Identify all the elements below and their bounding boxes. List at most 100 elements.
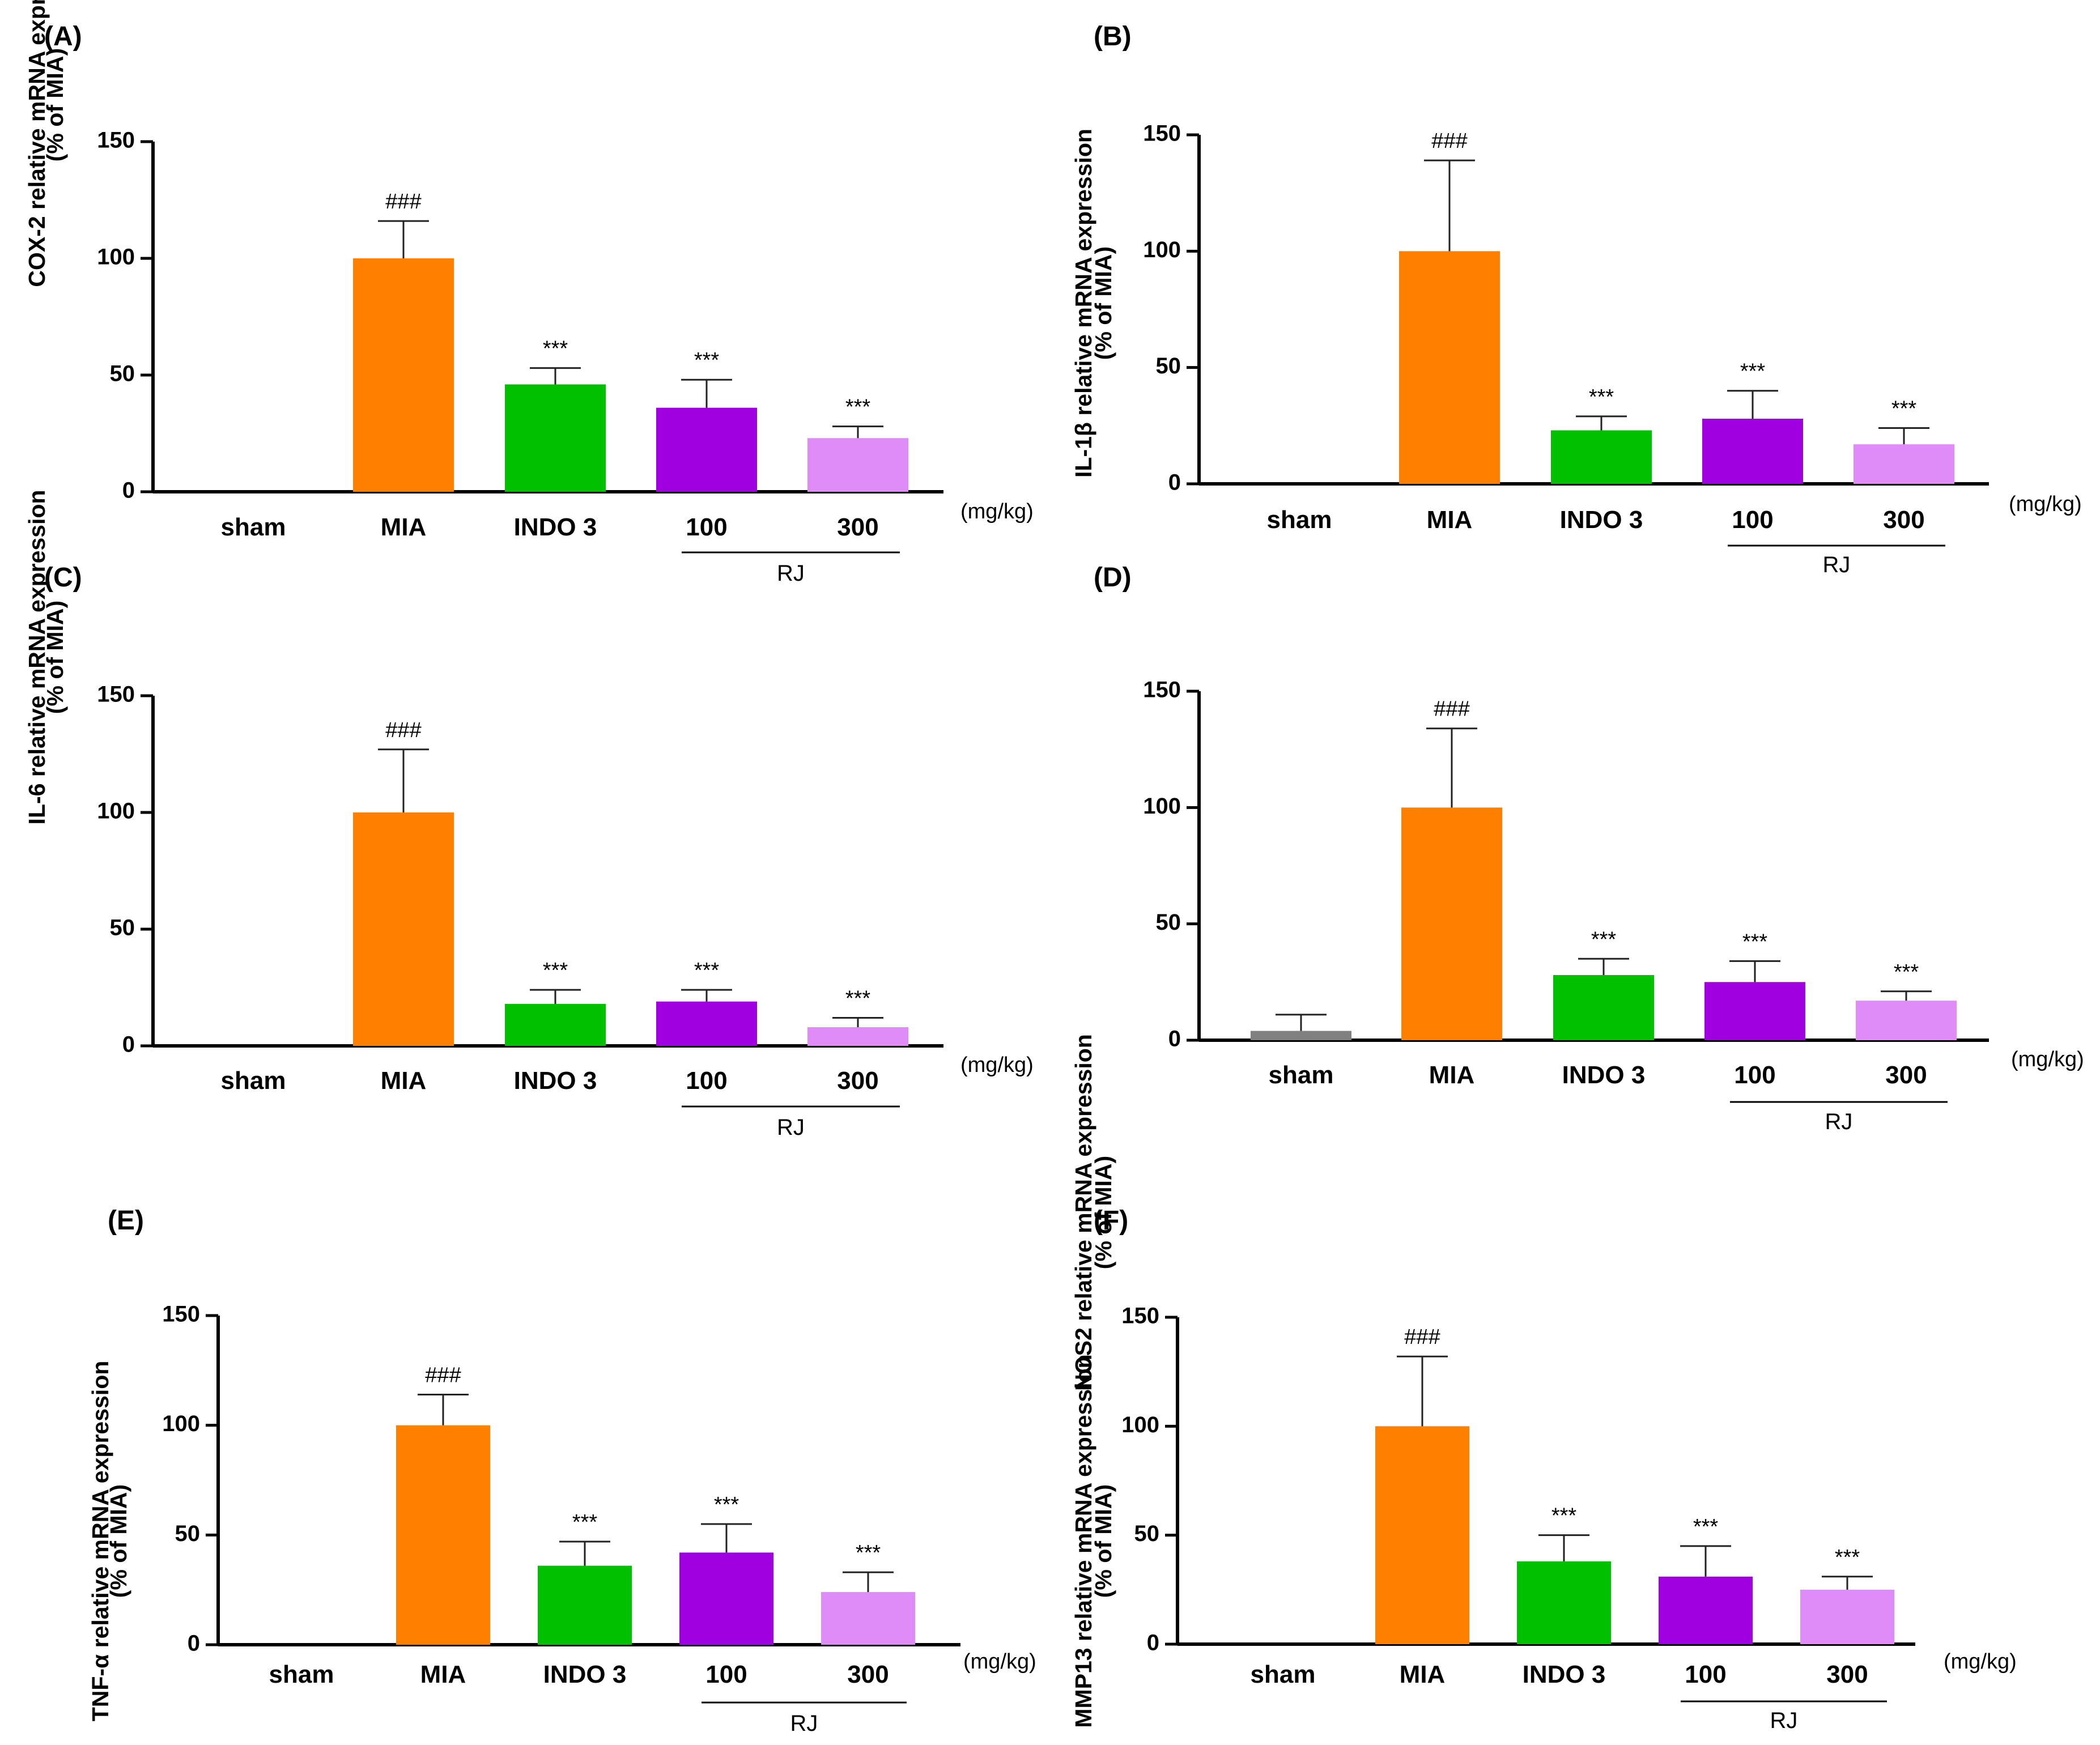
significance-label: ***	[694, 348, 720, 372]
x-tick-label: MIA	[381, 513, 427, 541]
panel-letter: (A)	[44, 22, 82, 52]
unit-label: (mg/kg)	[960, 500, 1034, 524]
y-axis-label-units: (% of MIA)	[42, 48, 68, 161]
y-tick-label: 0	[188, 1631, 200, 1656]
bar-mia	[1375, 1426, 1469, 1644]
y-tick-label: 100	[97, 799, 135, 824]
y-tick-label: 150	[1143, 121, 1181, 146]
bar-100	[679, 1552, 773, 1645]
x-tick-label: MIA	[1400, 1661, 1446, 1688]
significance-label: ***	[1742, 930, 1768, 954]
significance-label: ***	[1693, 1515, 1719, 1539]
y-axis-label-units: (% of MIA)	[1090, 246, 1116, 360]
bar-300	[807, 1027, 908, 1046]
panel-f: (F) MMP13 relative mRNA expression(% of M…	[1070, 1206, 2017, 1733]
x-tick-label: MIA	[381, 1067, 427, 1095]
y-axis-label: TNF-α relative mRNA expression	[87, 1361, 113, 1722]
group-label: RJ	[777, 561, 805, 586]
x-tick-label: INDO 3	[1560, 506, 1643, 534]
group-label: RJ	[1825, 1109, 1853, 1134]
bar-indo-3	[505, 384, 606, 492]
significance-label: ###	[385, 718, 421, 742]
bar-indo-3	[1517, 1561, 1611, 1644]
y-tick-label: 150	[1143, 678, 1181, 703]
x-tick-label: sham	[1269, 1061, 1334, 1089]
significance-label: ***	[845, 987, 871, 1011]
panel-letter: (D)	[1094, 563, 1132, 593]
y-tick-label: 50	[110, 916, 135, 940]
y-tick-label: 0	[1168, 470, 1181, 495]
significance-label: ***	[1894, 960, 1919, 984]
y-axis-label-units: (% of MIA)	[1090, 1156, 1116, 1269]
x-tick-label: INDO 3	[1562, 1061, 1646, 1089]
panel-letter: (B)	[1094, 22, 1132, 52]
group-label: RJ	[1770, 1708, 1798, 1733]
significance-label: ###	[1404, 1325, 1440, 1349]
bar-indo-3	[1553, 975, 1654, 1040]
x-tick-label: 100	[686, 513, 727, 541]
significance-label: ***	[714, 1493, 739, 1517]
bar-300	[1800, 1589, 1894, 1644]
y-tick-label: 150	[97, 128, 135, 153]
panel-letter: (F)	[1094, 1206, 1128, 1236]
significance-label: ###	[425, 1363, 461, 1387]
y-tick-label: 0	[1147, 1631, 1159, 1655]
unit-label: (mg/kg)	[960, 1053, 1034, 1077]
x-tick-label: 300	[847, 1661, 889, 1688]
y-tick-label: 150	[162, 1302, 200, 1327]
x-tick-label: sham	[221, 513, 286, 541]
significance-label: ***	[1740, 360, 1766, 384]
y-axis-label: COX-2 relative mRNA expression	[24, 0, 50, 287]
significance-label: ***	[694, 959, 720, 982]
unit-label: (mg/kg)	[963, 1650, 1036, 1674]
x-tick-label: sham	[221, 1067, 286, 1095]
bar-100	[656, 407, 757, 492]
bar-mia	[353, 812, 454, 1046]
significance-label: ***	[1835, 1546, 1860, 1569]
x-tick-label: 300	[1826, 1661, 1868, 1688]
x-tick-label: INDO 3	[514, 513, 597, 541]
y-tick-label: 150	[1121, 1304, 1159, 1329]
bar-mia	[353, 258, 454, 492]
x-tick-label: 100	[1685, 1661, 1726, 1688]
x-tick-label: MIA	[420, 1661, 466, 1688]
panel-e: (E) TNF-α relative mRNA expression(% of M…	[87, 1206, 1036, 1736]
y-tick-label: 100	[1121, 1412, 1159, 1437]
x-tick-label: INDO 3	[1523, 1661, 1606, 1688]
x-tick-label: INDO 3	[543, 1661, 627, 1688]
bar-mia	[1399, 251, 1500, 484]
y-tick-label: 100	[162, 1411, 200, 1436]
bar-100	[1704, 982, 1805, 1040]
bar-100	[656, 1001, 757, 1046]
significance-label: ***	[1551, 1504, 1577, 1528]
panel-letter: (E)	[108, 1206, 144, 1236]
significance-label: ***	[543, 337, 568, 361]
bar-300	[1854, 444, 1954, 484]
significance-label: ###	[1434, 697, 1469, 721]
unit-label: (mg/kg)	[2009, 492, 2082, 516]
unit-label: (mg/kg)	[1944, 1650, 2017, 1674]
panel-d: (D) NOS2 relative mRNA expression(% of MI…	[1070, 563, 2084, 1391]
y-axis-label-units: (% of MIA)	[105, 1484, 131, 1598]
y-tick-label: 150	[97, 682, 135, 707]
bar-100	[1659, 1576, 1753, 1644]
y-axis-label: MMP13 relative mRNA expression	[1070, 1354, 1096, 1727]
significance-label: ###	[385, 190, 421, 214]
bar-sham	[1251, 1031, 1351, 1040]
y-tick-label: 50	[1156, 910, 1181, 935]
y-tick-label: 100	[97, 245, 135, 270]
significance-label: ***	[1891, 397, 1917, 420]
y-tick-label: 50	[175, 1521, 201, 1546]
significance-label: ***	[543, 959, 568, 982]
panel-letter: (C)	[44, 563, 82, 593]
panel-c: (C)IL-6 relative mRNA expression(% of MI…	[24, 490, 1034, 1140]
y-axis-label-units: (% of MIA)	[42, 601, 68, 714]
y-tick-label: 100	[1143, 794, 1181, 819]
y-tick-label: 0	[122, 478, 135, 503]
x-tick-label: sham	[1267, 506, 1332, 534]
y-axis-label-units: (% of MIA)	[1090, 1484, 1116, 1598]
significance-label: ***	[845, 395, 871, 419]
group-label: RJ	[790, 1711, 818, 1736]
significance-label: ***	[1589, 385, 1614, 409]
